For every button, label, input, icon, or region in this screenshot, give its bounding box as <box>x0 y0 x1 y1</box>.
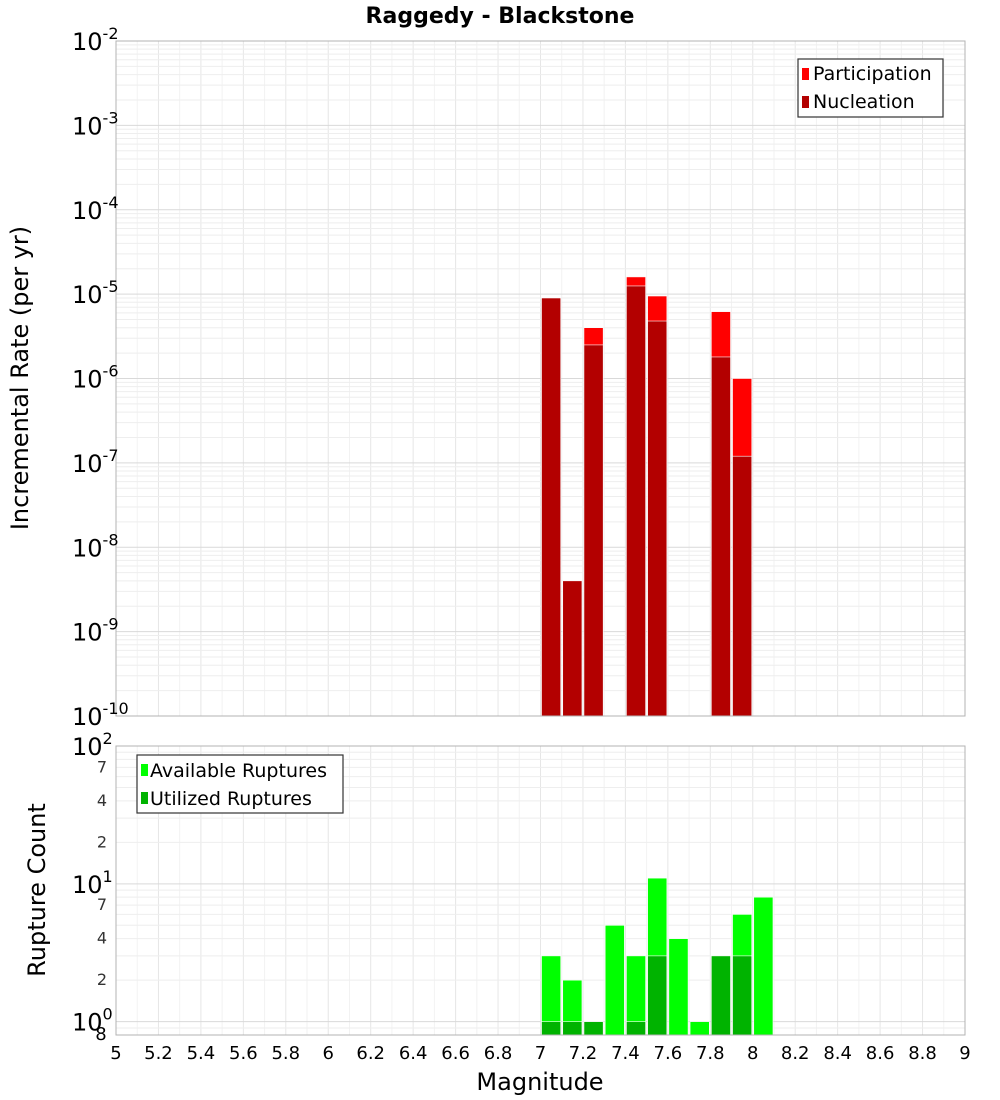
x-tick-label: 6.4 <box>399 1043 428 1064</box>
x-tick-label: 9 <box>959 1043 970 1064</box>
x-tick-label: 7.6 <box>654 1043 683 1064</box>
y-tick-label: 10-6 <box>72 362 119 394</box>
legend-label-utilized: Utilized Ruptures <box>150 788 312 810</box>
x-tick-label: 5.2 <box>144 1043 173 1064</box>
bar-utilized-ruptures-7-25 <box>583 1021 604 1036</box>
x-tick-label: 8.8 <box>908 1043 937 1064</box>
top-legend-box <box>797 58 944 118</box>
y-minor-tick-label: 2 <box>97 970 107 989</box>
x-tick-label: 8.4 <box>823 1043 852 1064</box>
x-tick-labels: 5 5.2 5.4 5.6 5.8 6 6.2 6.4 6.6 6.8 7 7.2 7.4 7.6 7.8 8… <box>110 1043 970 1064</box>
x-tick-label: 8 <box>747 1043 758 1064</box>
chart-title: Raggedy - Blackstone <box>366 4 635 29</box>
bar-nucleation-7-45 <box>626 285 646 717</box>
bar-utilized-ruptures-7-85 <box>710 955 731 1036</box>
y-tick-label: 102 <box>72 729 113 761</box>
bottom-y-axis-label: Rupture Count <box>23 803 51 977</box>
x-tick-label: 7.2 <box>569 1043 598 1064</box>
y-tick-label: 10-3 <box>72 108 119 140</box>
x-tick-label: 7.4 <box>611 1043 640 1064</box>
x-tick-label: 6.6 <box>441 1043 470 1064</box>
x-tick-label: 8.6 <box>866 1043 895 1064</box>
y-tick-label: 10-9 <box>72 615 119 647</box>
bottom-plot-frame <box>115 745 966 1036</box>
y-tick-label: 10-8 <box>72 530 119 562</box>
x-tick-label: 7 <box>535 1043 546 1064</box>
y-tick-label: 10-2 <box>72 24 119 56</box>
y-minor-tick-label: 7 <box>97 895 107 914</box>
x-tick-label: 5.4 <box>187 1043 216 1064</box>
legend-swatch-nucleation <box>802 96 809 108</box>
y-tick-label: 100 <box>72 1005 113 1037</box>
top-gridlines <box>115 40 966 717</box>
top-plot-frame <box>115 40 966 717</box>
x-tick-label: 6 <box>323 1043 334 1064</box>
y-tick-label: 101 <box>72 867 113 899</box>
y-minor-tick-label: 2 <box>97 832 107 851</box>
rupture-count-bars <box>541 877 774 1036</box>
x-tick-label: 6.2 <box>356 1043 385 1064</box>
bar-utilized-ruptures-7-05 <box>541 1021 562 1036</box>
legend-swatch-available <box>141 764 148 776</box>
bottom-y-tick-labels: 100 101 102 2 4 7 2 4 7 8 <box>72 729 113 1045</box>
bar-nucleation-7-95 <box>732 455 753 717</box>
bar-utilized-ruptures-7-95 <box>732 955 753 1036</box>
x-tick-label: 7.8 <box>696 1043 725 1064</box>
y-tick-label: 10-5 <box>72 277 119 309</box>
y-tick-label: 10-7 <box>72 446 119 478</box>
top-y-axis-label: Incremental Rate (per yr) <box>6 226 34 530</box>
bar-available-ruptures-7-35 <box>604 925 625 1036</box>
y-minor-tick-label: 4 <box>97 929 107 948</box>
legend-label-nucleation: Nucleation <box>813 91 915 113</box>
legend-swatch-participation <box>802 68 809 80</box>
bar-available-ruptures-7-75 <box>689 1021 710 1036</box>
top-y-tick-labels: 10-10 10-9 10-8 10-7 10-6 10-5 10-4 10-3 10-2 <box>72 24 129 731</box>
bottom-legend: Available Ruptures Utilized Ruptures <box>136 754 344 814</box>
bar-utilized-ruptures-7-45 <box>626 1021 646 1036</box>
y-bottom-tick-label: 8 <box>95 1024 106 1045</box>
x-tick-label: 5.6 <box>229 1043 258 1064</box>
bar-available-ruptures-7-65 <box>668 938 689 1036</box>
y-tick-label: 10-4 <box>72 193 119 225</box>
x-tick-label: 8.2 <box>781 1043 810 1064</box>
bar-utilized-ruptures-7-15 <box>562 1021 583 1036</box>
x-tick-label: 5 <box>110 1043 121 1064</box>
bottom-legend-box <box>136 754 344 814</box>
bar-nucleation-7-15 <box>562 580 583 717</box>
legend-swatch-utilized <box>141 792 148 804</box>
bar-utilized-ruptures-7-55 <box>647 955 668 1036</box>
top-legend: Participation Nucleation <box>797 58 944 118</box>
legend-label-available: Available Ruptures <box>150 760 327 782</box>
legend-label-participation: Participation <box>813 63 932 85</box>
x-tick-label: 5.8 <box>271 1043 300 1064</box>
bar-nucleation-7-25 <box>583 344 604 717</box>
bar-nucleation-7-85 <box>710 356 731 717</box>
bar-available-ruptures-8-05 <box>753 896 774 1036</box>
y-minor-tick-label: 7 <box>97 757 107 776</box>
y-tick-label: 10-10 <box>72 699 129 731</box>
bar-nucleation-7-55 <box>647 320 668 717</box>
x-tick-label: 6.8 <box>484 1043 513 1064</box>
x-axis-label: Magnitude <box>476 1068 603 1096</box>
bar-nucleation-7-05 <box>541 297 562 717</box>
y-minor-tick-label: 4 <box>97 791 107 810</box>
